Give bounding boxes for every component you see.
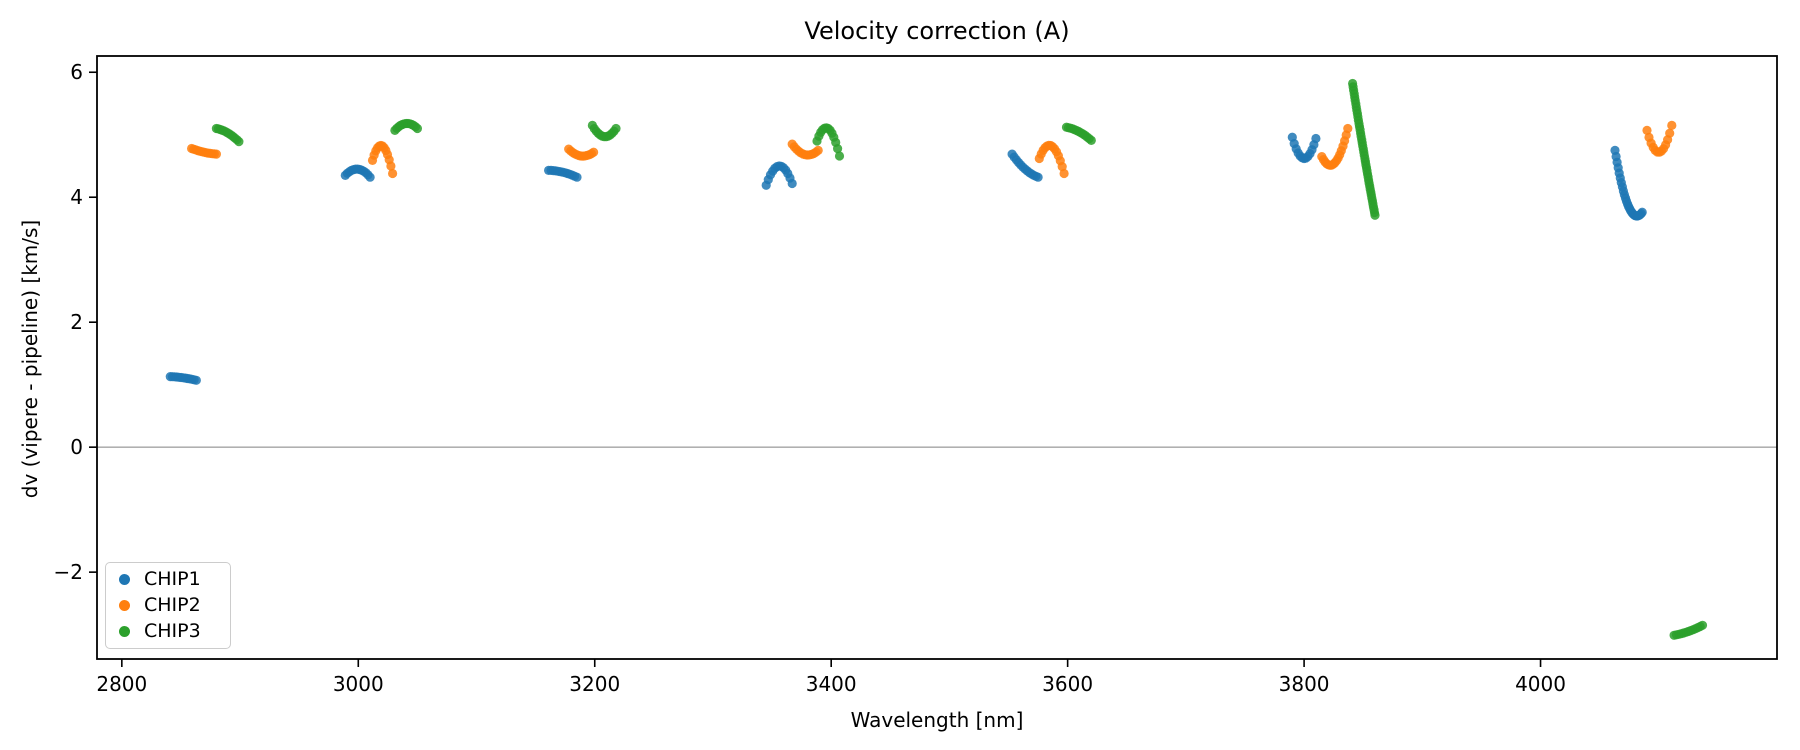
scatter-point — [388, 168, 398, 179]
scatter-point — [234, 137, 244, 147]
series-CHIP1 — [165, 132, 1647, 385]
scatter-point — [787, 178, 797, 189]
chip3-marker-icon — [119, 625, 130, 637]
x-tick-label: 2800 — [96, 672, 147, 696]
scatter-point — [1057, 162, 1067, 172]
scatter-point — [1370, 210, 1380, 220]
scatter-point — [1642, 125, 1652, 135]
y-axis-label: dv (vipere - pipeline) [km/s] — [18, 219, 42, 499]
axes-frame — [96, 55, 1778, 660]
x-tick-label: 3000 — [333, 672, 384, 696]
scatter-point — [1343, 123, 1353, 134]
chip2-marker-icon — [119, 599, 130, 611]
scatter-point — [1059, 168, 1069, 179]
legend-label-chip3: CHIP3 — [144, 619, 201, 642]
x-tick-label: 3800 — [1279, 672, 1330, 696]
y-tick-label: 2 — [70, 310, 83, 334]
y-tick-label: 4 — [70, 185, 83, 209]
legend-entry-chip3: CHIP3 — [106, 619, 230, 644]
scatter-point — [1637, 207, 1647, 217]
scatter-point — [1697, 620, 1708, 630]
scatter-point — [365, 172, 375, 182]
scatter-point — [1667, 120, 1677, 130]
y-tick-label: −2 — [54, 560, 83, 584]
scatter-point — [813, 145, 823, 155]
scatter-point — [386, 161, 396, 171]
x-tick-label: 3200 — [569, 672, 620, 696]
legend-entry-chip1: CHIP1 — [106, 567, 230, 592]
scatter-point — [611, 123, 621, 134]
x-tick-label: 3400 — [806, 672, 857, 696]
y-tick-label: 6 — [70, 60, 83, 84]
chip1-marker-icon — [119, 574, 130, 586]
scatter-point — [1086, 135, 1096, 145]
chart-title: Velocity correction (A) — [804, 17, 1070, 45]
scatter-point — [412, 123, 422, 134]
legend-label-chip1: CHIP1 — [144, 568, 201, 591]
scatter-point — [191, 375, 201, 385]
legend-label-chip2: CHIP2 — [144, 593, 201, 616]
legend: CHIP1 CHIP2 CHIP3 — [105, 562, 231, 649]
x-axis-label: Wavelength [nm] — [850, 708, 1024, 732]
x-tick-label: 4000 — [1515, 672, 1566, 696]
scatter-point — [1665, 128, 1675, 138]
scatter-point — [833, 144, 843, 154]
scatter-point — [1311, 133, 1321, 144]
x-tick-label: 3600 — [1042, 672, 1093, 696]
scatter-point — [589, 147, 599, 157]
scatter-point — [834, 151, 845, 161]
legend-entry-chip2: CHIP2 — [106, 593, 230, 618]
series-CHIP3 — [211, 78, 1708, 640]
y-tick-label: 0 — [70, 435, 83, 459]
series-CHIP2 — [187, 120, 1677, 179]
scatter-point — [572, 172, 582, 182]
scatter-point — [1033, 172, 1043, 182]
scatter-point — [211, 149, 221, 159]
